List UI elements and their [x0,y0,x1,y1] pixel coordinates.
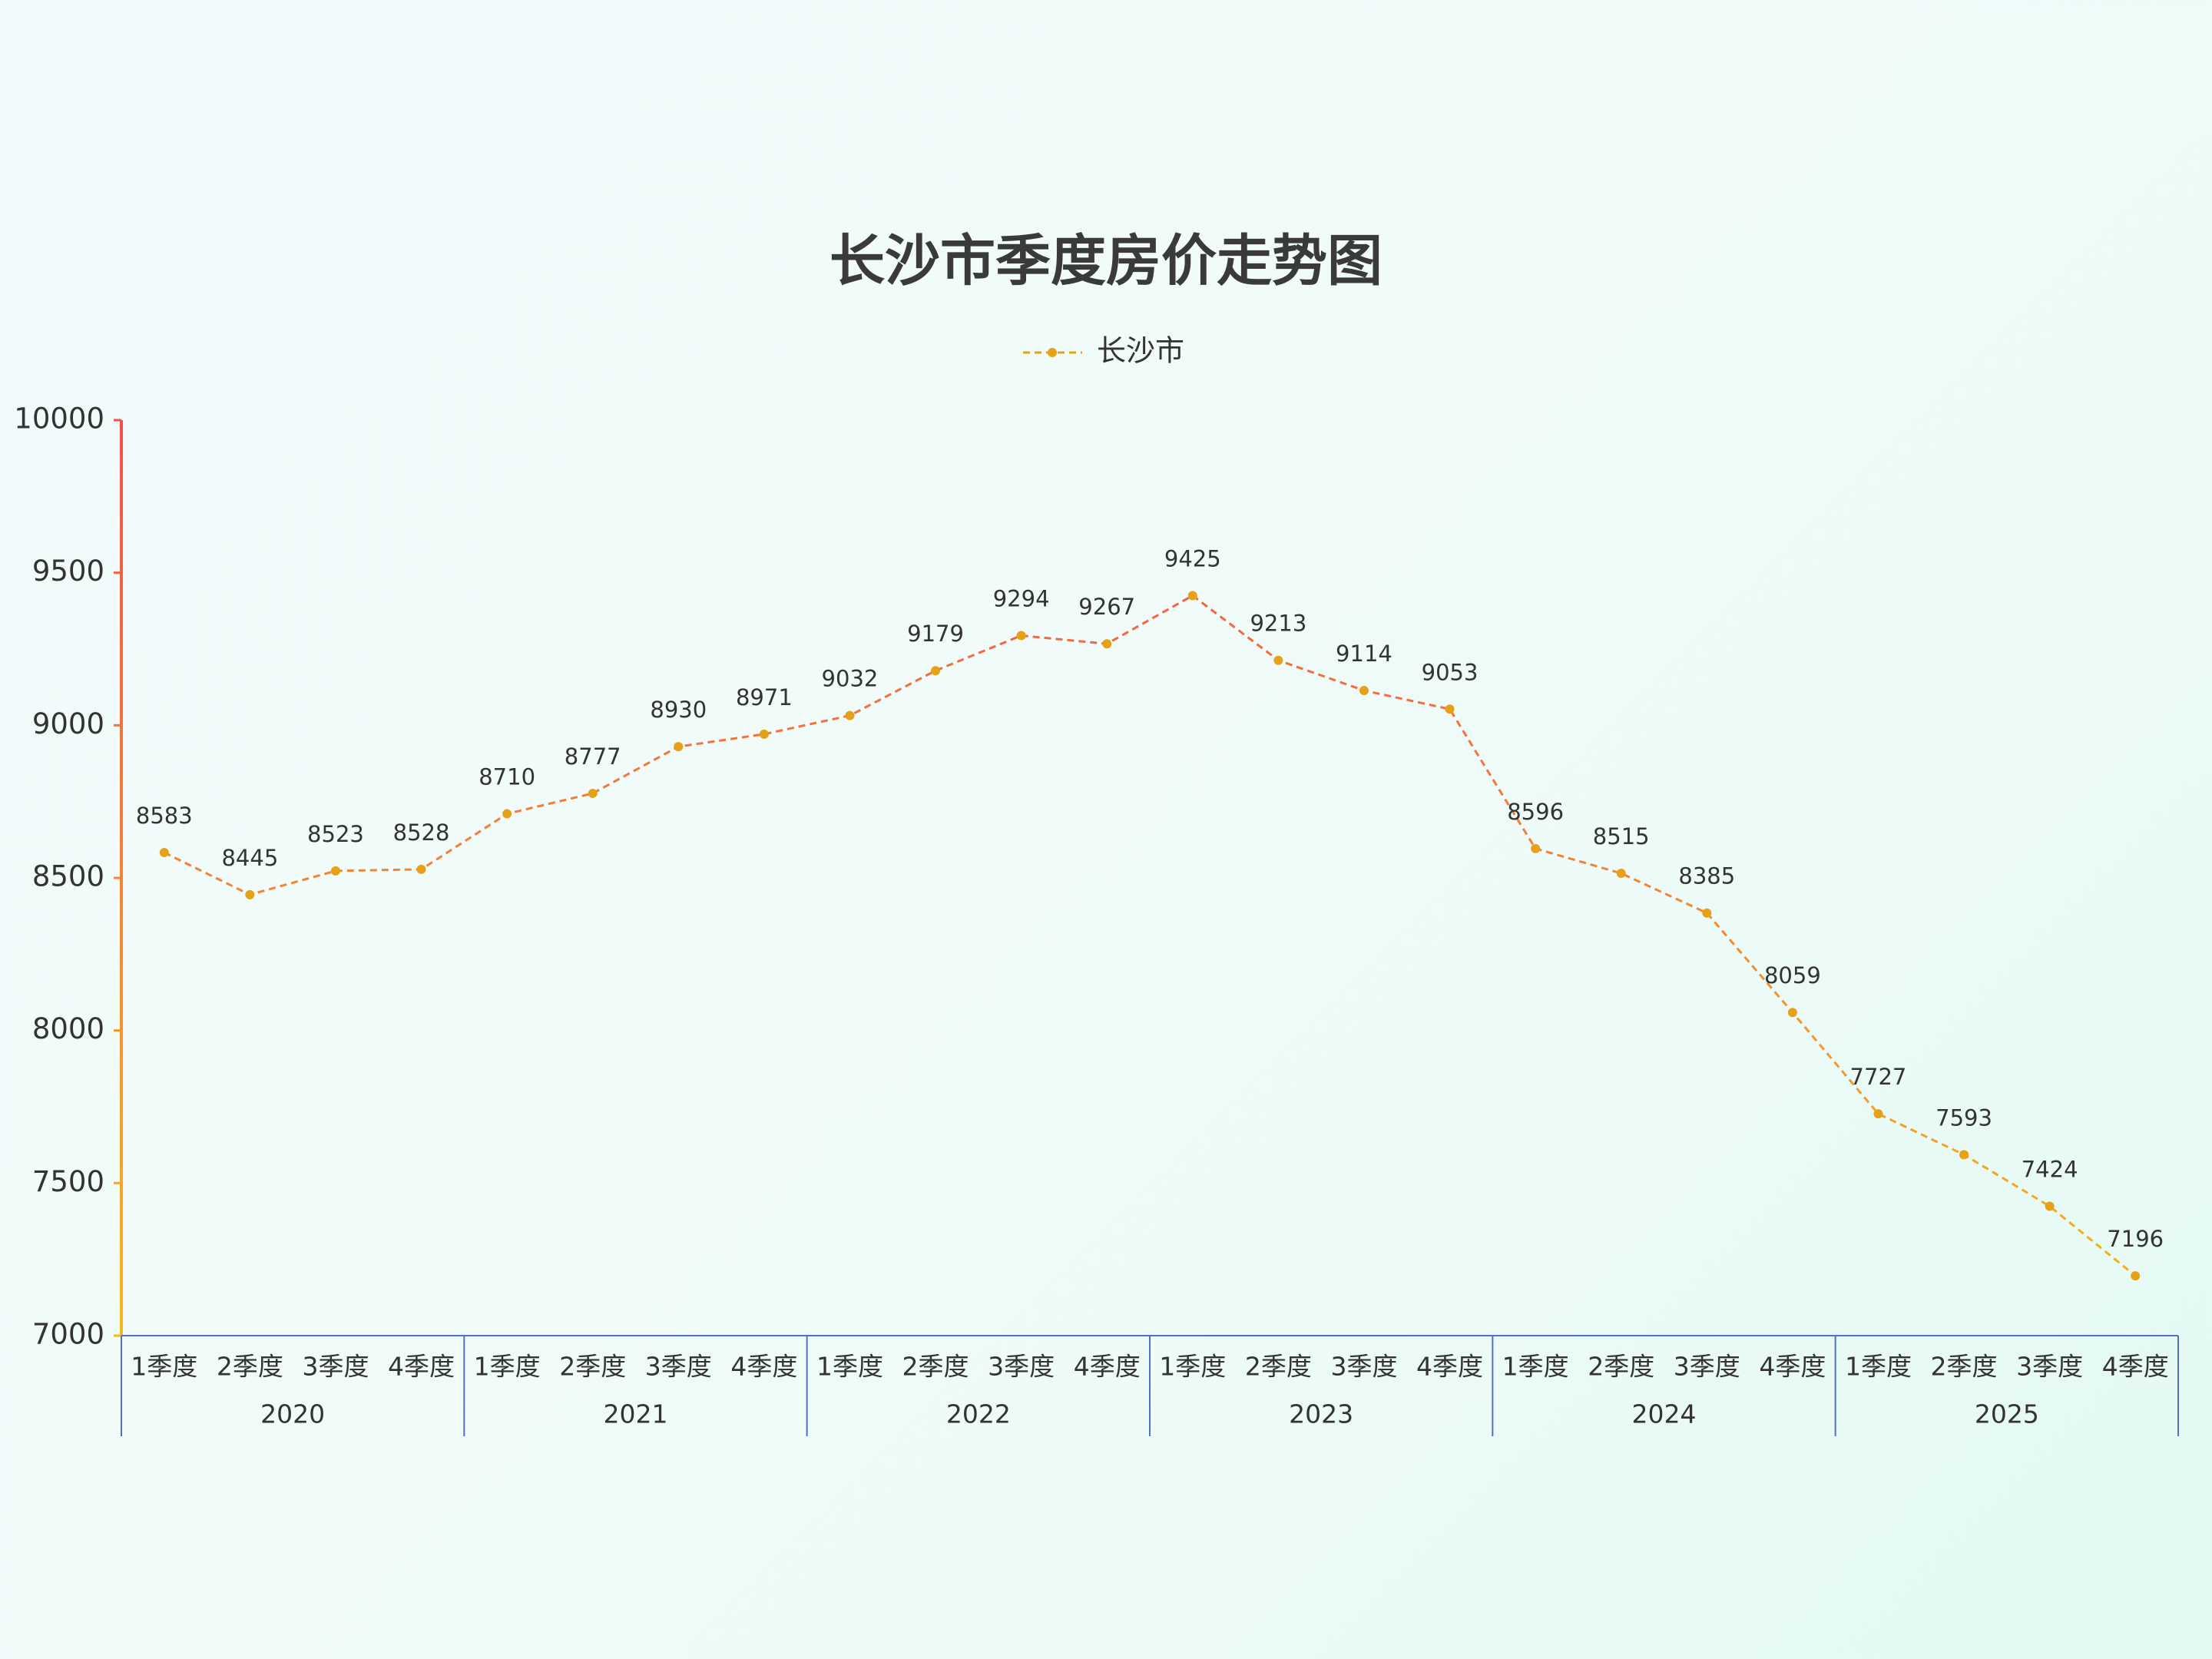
x-tick-label: 3季度 [988,1352,1055,1382]
x-tick-label: 2季度 [1588,1352,1654,1382]
point [1531,843,1541,853]
data-label: 9114 [1336,641,1392,667]
data-label: 8528 [393,820,450,846]
x-tick-label: 2季度 [1245,1352,1312,1382]
point [1016,631,1026,641]
x-group-label: 2022 [946,1399,1011,1429]
x-tick-label: 2季度 [1931,1352,1998,1382]
point [759,729,769,739]
data-label: 9179 [907,621,964,647]
data-label: 8445 [221,845,278,871]
y-tick-label: 8500 [32,860,104,893]
x-tick-label: 3季度 [302,1352,369,1382]
data-label: 8515 [1593,823,1650,849]
x-tick-label: 4季度 [388,1352,455,1382]
point [245,889,255,899]
point [2045,1201,2055,1211]
point [1359,686,1369,696]
data-label: 9032 [822,666,879,692]
data-label: 8523 [307,821,364,847]
data-label: 7424 [2022,1157,2078,1183]
data-label: 9425 [1164,545,1221,571]
data-label: 8971 [736,684,793,710]
data-label: 9053 [1422,659,1479,685]
x-tick-label: 1季度 [1502,1352,1569,1382]
point [1102,639,1112,649]
point [330,866,340,876]
point [1616,869,1626,879]
x-tick-label: 2季度 [902,1352,969,1382]
x-tick-label: 1季度 [1845,1352,1912,1382]
x-group-label: 2023 [1289,1399,1353,1429]
data-label: 9213 [1250,611,1306,637]
y-tick-label: 9500 [32,555,104,588]
x-tick-label: 3季度 [645,1352,712,1382]
point [588,788,598,798]
x-group-label: 2025 [1975,1399,2039,1429]
x-tick-label: 3季度 [1330,1352,1397,1382]
series-line [164,594,2137,1277]
chart-title: 长沙市季度房价走势图 [830,229,1382,293]
x-tick-label: 1季度 [816,1352,883,1382]
point [931,666,941,676]
x-tick-label: 4季度 [730,1352,797,1382]
x-tick-label: 4季度 [1759,1352,1826,1382]
y-tick-label: 9000 [32,707,104,740]
point [1187,591,1197,601]
point [845,710,855,720]
y-tick-label: 10000 [14,402,104,435]
data-label: 7196 [2107,1226,2164,1252]
x-group-label: 2021 [604,1399,668,1429]
y-tick-label: 7500 [32,1165,104,1198]
data-label: 8710 [478,764,535,790]
x-tick-label: 1季度 [474,1352,541,1382]
point [1787,1008,1797,1018]
data-label: 8596 [1507,799,1564,825]
x-tick-label: 2季度 [559,1352,626,1382]
y-tick-label: 7000 [32,1318,104,1351]
data-label: 8059 [1764,962,1821,988]
x-tick-label: 4季度 [1416,1352,1483,1382]
x-group-label: 2020 [260,1399,325,1429]
legend-marker [1048,348,1057,357]
point [159,848,169,858]
x-tick-label: 4季度 [2102,1352,2169,1382]
x-tick-label: 3季度 [1674,1352,1740,1382]
legend-label[interactable]: 长沙市 [1097,334,1184,368]
point [1873,1109,1883,1119]
point [502,809,512,819]
x-tick-label: 1季度 [131,1352,197,1382]
point [674,742,684,752]
y-tick-label: 8000 [32,1012,104,1045]
data-label: 7593 [1936,1104,1992,1131]
legend[interactable]: 长沙市 [1023,334,1184,368]
point [1445,704,1455,714]
data-label: 8777 [565,743,621,770]
data-label: 9267 [1078,594,1135,620]
x-tick-label: 3季度 [2016,1352,2083,1382]
point [2131,1271,2141,1281]
point [1959,1150,1969,1160]
data-label: 7727 [1850,1064,1907,1090]
x-tick-label: 4季度 [1074,1352,1141,1382]
data-label: 9294 [993,586,1050,612]
point [1273,655,1283,665]
x-group-label: 2024 [1632,1399,1697,1429]
x-tick-label: 2季度 [217,1352,283,1382]
data-label: 8583 [136,803,193,829]
data-label: 8930 [650,697,707,723]
x-tick-label: 1季度 [1159,1352,1226,1382]
point [1702,908,1712,918]
data-label: 8385 [1678,863,1735,889]
point [416,864,426,874]
